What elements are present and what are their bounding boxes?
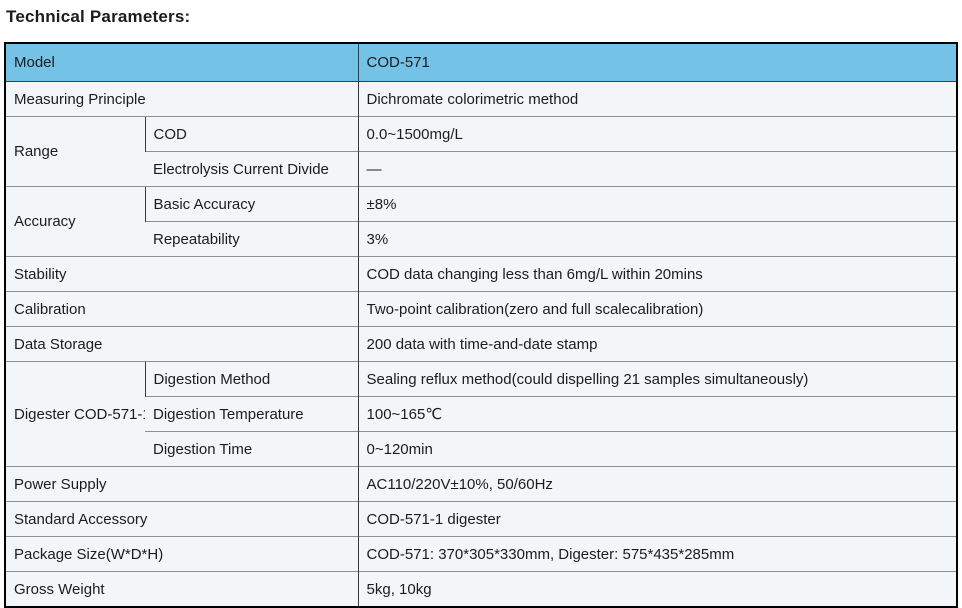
package-size-value-cell: COD-571: 370*305*330mm, Digester: 575*43… (357, 536, 957, 572)
table-row: Measuring Principle Dichromate colorimet… (5, 81, 957, 117)
table-row: Digestion Temperature 100~165℃ (5, 396, 957, 432)
electrolysis-current-divide-sublabel-cell: Electrolysis Current Divide (145, 151, 359, 187)
data-storage-label-cell: Data Storage (5, 326, 359, 362)
measuring-principle-label-cell: Measuring Principle (5, 81, 359, 117)
gross-weight-label-cell: Gross Weight (5, 571, 359, 607)
repeatability-value-cell: 3% (357, 221, 957, 257)
power-supply-value-cell: AC110/220V±10%, 50/60Hz (357, 466, 957, 502)
table-row: Digester COD-571-1 Digestion Method Seal… (5, 361, 957, 467)
digestion-time-sublabel-cell: Digestion Time (145, 431, 359, 467)
model-value-cell: COD-571 (357, 43, 957, 82)
range-label-cell: Range (5, 116, 145, 187)
calibration-label-cell: Calibration (5, 291, 359, 327)
table-row: Range COD 0.0~1500mg/L (5, 116, 957, 187)
table-row: Standard Accessory COD-571-1 digester (5, 501, 957, 537)
table-row: Digestion Time 0~120min (5, 431, 957, 467)
power-supply-label-cell: Power Supply (5, 466, 359, 502)
table-row: Electrolysis Current Divide — (5, 151, 957, 187)
gross-weight-value-cell: 5kg, 10kg (357, 571, 957, 607)
page-title: Technical Parameters: (6, 7, 191, 26)
electrolysis-current-divide-value-cell: — (357, 151, 957, 187)
table-row: Power Supply AC110/220V±10%, 50/60Hz (5, 466, 957, 502)
cod-sublabel-cell: COD (144, 116, 359, 152)
standard-accessory-value-cell: COD-571-1 digester (357, 501, 957, 537)
table-row: Repeatability 3% (5, 221, 957, 257)
measuring-principle-value-cell: Dichromate colorimetric method (357, 81, 957, 117)
calibration-value-cell: Two-point calibration(zero and full scal… (357, 291, 957, 327)
accuracy-label-cell: Accuracy (5, 186, 145, 257)
digester-label-cell: Digester COD-571-1 (5, 361, 145, 467)
digestion-time-value-cell: 0~120min (357, 431, 957, 467)
table-row: Data Storage 200 data with time-and-date… (5, 326, 957, 362)
stability-label-cell: Stability (5, 256, 359, 292)
repeatability-sublabel-cell: Repeatability (145, 221, 359, 257)
digestion-temperature-value-cell: 100~165℃ (357, 396, 957, 432)
digestion-method-sublabel-cell: Digestion Method (144, 361, 359, 397)
digestion-method-value-cell: Sealing reflux method(could dispelling 2… (357, 361, 957, 397)
stability-value-cell: COD data changing less than 6mg/L within… (357, 256, 957, 292)
table-row: Gross Weight 5kg, 10kg (5, 571, 957, 607)
package-size-label-cell: Package Size(W*D*H) (5, 536, 359, 572)
table-row: Package Size(W*D*H) COD-571: 370*305*330… (5, 536, 957, 572)
cod-value-cell: 0.0~1500mg/L (357, 116, 957, 152)
table-row: Accuracy Basic Accuracy ±8% (5, 186, 957, 257)
digestion-temperature-sublabel-cell: Digestion Temperature (145, 396, 359, 432)
table-row: Calibration Two-point calibration(zero a… (5, 291, 957, 327)
table-row: Stability COD data changing less than 6m… (5, 256, 957, 292)
technical-parameters-table: Model COD-571 Measuring Principle Dichro… (4, 42, 958, 608)
basic-accuracy-value-cell: ±8% (357, 186, 957, 222)
model-label-cell: Model (5, 43, 359, 82)
standard-accessory-label-cell: Standard Accessory (5, 501, 359, 537)
table-row: Model COD-571 (5, 43, 957, 82)
data-storage-value-cell: 200 data with time-and-date stamp (357, 326, 957, 362)
basic-accuracy-sublabel-cell: Basic Accuracy (144, 186, 359, 222)
